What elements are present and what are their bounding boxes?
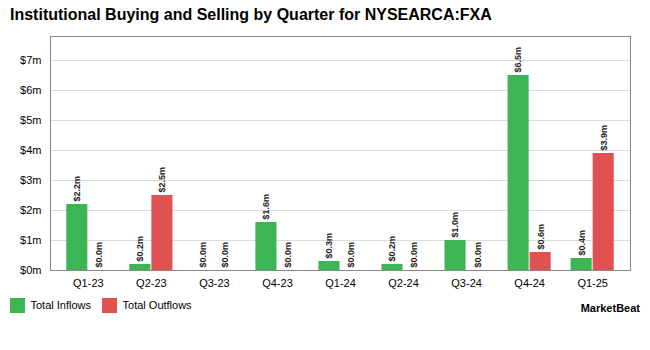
svg-text:Q4-24: Q4-24: [514, 277, 545, 289]
html-text:Total Outflows: Total Outflows: [122, 299, 192, 312]
svg-text:$0.0m: $0.0m: [409, 242, 419, 268]
svg-text:Q1-25: Q1-25: [577, 277, 608, 289]
svg-text:Q2-24: Q2-24: [388, 277, 419, 289]
svg-text:$6m: $6m: [20, 84, 41, 96]
svg-text:$0.0m: $0.0m: [472, 242, 482, 268]
svg-text:$6.5m: $6.5m: [513, 47, 523, 73]
svg-text:$3m: $3m: [20, 174, 41, 186]
svg-text:Q3-23: Q3-23: [199, 277, 230, 289]
svg-text:Q1-24: Q1-24: [325, 277, 356, 289]
svg-text:$1.6m: $1.6m: [261, 194, 271, 220]
svg-text:$1.0m: $1.0m: [450, 212, 460, 238]
svg-text:$0.6m: $0.6m: [536, 224, 546, 250]
svg-text:$7m: $7m: [20, 54, 41, 66]
svg-text:$5m: $5m: [20, 114, 41, 126]
svg-text:$3.9m: $3.9m: [599, 125, 609, 151]
svg-text:Q3-24: Q3-24: [451, 277, 482, 289]
svg-text:$0.0m: $0.0m: [346, 242, 356, 268]
svg-text:$0.0m: $0.0m: [198, 242, 208, 268]
svg-text:$0.3m: $0.3m: [324, 233, 334, 259]
svg-text:$0.4m: $0.4m: [577, 230, 587, 256]
svg-text:$4m: $4m: [20, 144, 41, 156]
html-text:MarketBeat: MarketBeat: [580, 302, 640, 314]
svg-text:$0.0m: $0.0m: [283, 242, 293, 268]
svg-text:$0.0m: $0.0m: [94, 242, 104, 268]
svg-text:$0m: $0m: [20, 264, 41, 276]
html-text:Total Inflows: Total Inflows: [30, 299, 91, 312]
svg-text:$1m: $1m: [20, 234, 41, 246]
svg-text:$0.2m: $0.2m: [387, 236, 397, 262]
svg-text:Q1-23: Q1-23: [73, 277, 104, 289]
svg-text:$2.5m: $2.5m: [157, 167, 167, 193]
svg-text:$2m: $2m: [20, 204, 41, 216]
svg-text:Q4-23: Q4-23: [262, 277, 293, 289]
svg-text:Q2-23: Q2-23: [136, 277, 167, 289]
svg-text:$2.2m: $2.2m: [72, 176, 82, 202]
svg-text:$0.2m: $0.2m: [135, 236, 145, 262]
html-text:Institutional Buying and Selli: Institutional Buying and Selling by Quar…: [10, 6, 492, 23]
svg-text:$0.0m: $0.0m: [220, 242, 230, 268]
